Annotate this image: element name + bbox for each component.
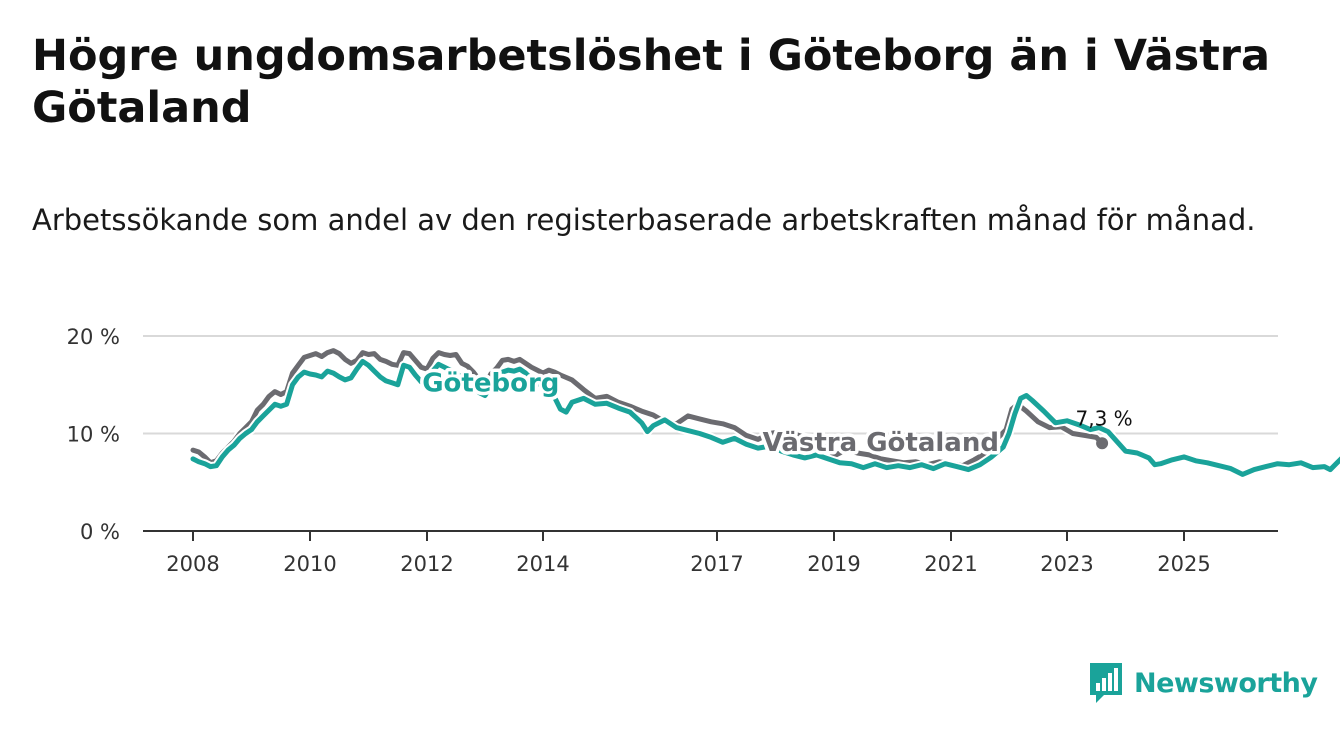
x-tick-label: 2010: [283, 552, 336, 576]
x-axis-labels: 2008 2010 2012 2014 2017 2019 2021 2023 2025: [166, 552, 1210, 576]
x-tick-label: 2021: [924, 552, 977, 576]
x-tick-label: 2025: [1157, 552, 1210, 576]
y-tick-label: 0 %: [80, 520, 120, 544]
series-name-label: Västra Götaland: [763, 428, 999, 458]
chart-title: Högre ungdomsarbetslöshet i Göteborg än …: [32, 31, 1271, 133]
newsworthy-logo-text: Newsworthy: [1134, 667, 1318, 699]
x-tick-label: 2014: [516, 552, 569, 576]
x-axis: [143, 530, 1278, 541]
y-tick-label: 20 %: [67, 325, 120, 349]
series-end-value: 7,3 %: [1076, 406, 1133, 430]
x-tick-label: 2019: [807, 552, 860, 576]
series-name-label: Göteborg: [422, 369, 559, 399]
newsworthy-logo: Newsworthy: [1088, 660, 1318, 706]
series-end-marker: [1096, 437, 1109, 450]
chart-subtitle: Arbetssökande som andel av den registerb…: [32, 203, 1256, 237]
y-tick-label: 10 %: [67, 423, 120, 447]
newsworthy-logo-icon: [1090, 663, 1122, 703]
series-lines: [188, 346, 1340, 479]
x-tick-label: 2017: [690, 552, 743, 576]
y-axis: 0 % 10 % 20 %: [67, 325, 120, 544]
x-tick-label: 2008: [166, 552, 219, 576]
x-tick-label: 2012: [400, 552, 453, 576]
x-tick-label: 2023: [1040, 552, 1093, 576]
series-line: [190, 358, 1340, 477]
